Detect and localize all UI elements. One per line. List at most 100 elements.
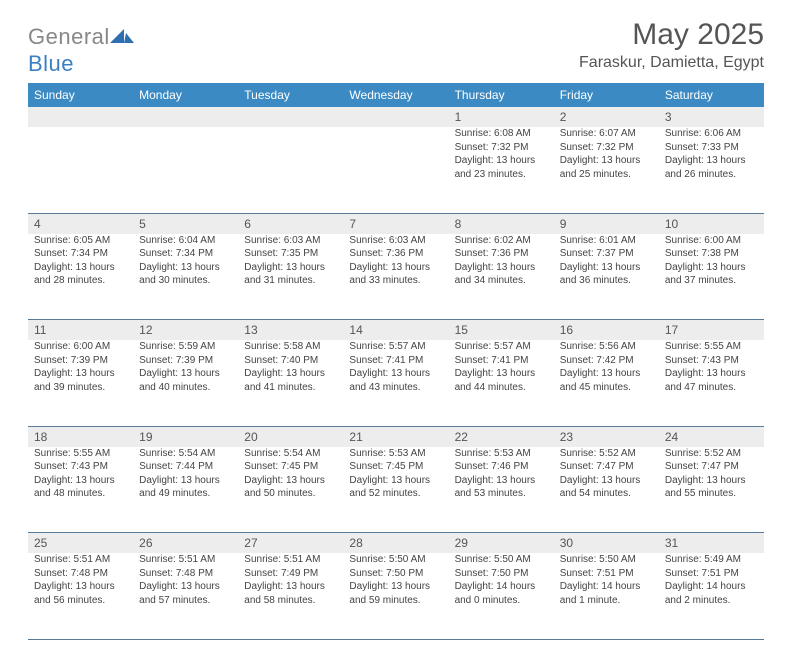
sunrise-text: Sunrise: 6:00 AM: [665, 234, 758, 248]
day-number-cell: 16: [554, 320, 659, 341]
sunset-text: Sunset: 7:34 PM: [139, 247, 232, 261]
sunrise-text: Sunrise: 5:56 AM: [560, 340, 653, 354]
sunrise-text: Sunrise: 5:57 AM: [455, 340, 548, 354]
sunset-text: Sunset: 7:39 PM: [34, 354, 127, 368]
sunset-text: Sunset: 7:42 PM: [560, 354, 653, 368]
day-detail-cell: Sunrise: 6:03 AMSunset: 7:35 PMDaylight:…: [238, 234, 343, 320]
sunset-text: Sunset: 7:49 PM: [244, 567, 337, 581]
day-detail-cell: Sunrise: 6:00 AMSunset: 7:38 PMDaylight:…: [659, 234, 764, 320]
day-number: 30: [560, 536, 653, 550]
day-detail-cell: Sunrise: 5:50 AMSunset: 7:50 PMDaylight:…: [449, 553, 554, 639]
daylight-text: Daylight: 13 hours and 31 minutes.: [244, 261, 337, 288]
sunset-text: Sunset: 7:45 PM: [244, 460, 337, 474]
day-detail-cell: [28, 127, 133, 213]
week-num-row: 25262728293031: [28, 533, 764, 554]
daylight-text: Daylight: 13 hours and 25 minutes.: [560, 154, 653, 181]
daylight-text: Daylight: 13 hours and 26 minutes.: [665, 154, 758, 181]
week-num-row: 18192021222324: [28, 426, 764, 447]
day-detail-cell: [343, 127, 448, 213]
daylight-text: Daylight: 13 hours and 44 minutes.: [455, 367, 548, 394]
day-number: 7: [349, 217, 442, 231]
day-detail-cell: Sunrise: 5:57 AMSunset: 7:41 PMDaylight:…: [449, 340, 554, 426]
sunrise-text: Sunrise: 5:50 AM: [455, 553, 548, 567]
day-number-cell: 15: [449, 320, 554, 341]
sunset-text: Sunset: 7:41 PM: [349, 354, 442, 368]
logo: GeneralBlue: [28, 18, 134, 77]
sunset-text: Sunset: 7:41 PM: [455, 354, 548, 368]
day-number-cell: 28: [343, 533, 448, 554]
day-number: 10: [665, 217, 758, 231]
title-block: May 2025 Faraskur, Damietta, Egypt: [579, 18, 764, 72]
day-number: 20: [244, 430, 337, 444]
day-detail-cell: Sunrise: 5:50 AMSunset: 7:51 PMDaylight:…: [554, 553, 659, 639]
day-number-cell: 13: [238, 320, 343, 341]
day-number-cell: 7: [343, 213, 448, 234]
sunrise-text: Sunrise: 6:07 AM: [560, 127, 653, 141]
sunrise-text: Sunrise: 5:49 AM: [665, 553, 758, 567]
day-detail-cell: Sunrise: 5:50 AMSunset: 7:50 PMDaylight:…: [343, 553, 448, 639]
day-number-cell: [343, 107, 448, 127]
daylight-text: Daylight: 13 hours and 49 minutes.: [139, 474, 232, 501]
day-number-cell: 11: [28, 320, 133, 341]
day-detail-cell: Sunrise: 5:55 AMSunset: 7:43 PMDaylight:…: [659, 340, 764, 426]
daylight-text: Daylight: 13 hours and 43 minutes.: [349, 367, 442, 394]
daylight-text: Daylight: 13 hours and 53 minutes.: [455, 474, 548, 501]
day-number-cell: [28, 107, 133, 127]
day-number-cell: 9: [554, 213, 659, 234]
day-number: 14: [349, 323, 442, 337]
day-number: 21: [349, 430, 442, 444]
sunset-text: Sunset: 7:35 PM: [244, 247, 337, 261]
day-number: 2: [560, 110, 653, 124]
sunrise-text: Sunrise: 6:03 AM: [244, 234, 337, 248]
day-number: 16: [560, 323, 653, 337]
sunrise-text: Sunrise: 6:01 AM: [560, 234, 653, 248]
daylight-text: Daylight: 13 hours and 40 minutes.: [139, 367, 232, 394]
day-detail-cell: Sunrise: 5:56 AMSunset: 7:42 PMDaylight:…: [554, 340, 659, 426]
day-header: Tuesday: [238, 83, 343, 107]
sunrise-text: Sunrise: 5:54 AM: [139, 447, 232, 461]
sunrise-text: Sunrise: 5:51 AM: [139, 553, 232, 567]
daylight-text: Daylight: 13 hours and 47 minutes.: [665, 367, 758, 394]
day-number-cell: 26: [133, 533, 238, 554]
sunrise-text: Sunrise: 5:55 AM: [665, 340, 758, 354]
day-number-cell: [133, 107, 238, 127]
calendar-body: 123Sunrise: 6:08 AMSunset: 7:32 PMDaylig…: [28, 107, 764, 639]
sunrise-text: Sunrise: 5:57 AM: [349, 340, 442, 354]
day-number: 11: [34, 323, 127, 337]
day-number: 31: [665, 536, 758, 550]
sunrise-text: Sunrise: 5:54 AM: [244, 447, 337, 461]
week-detail-row: Sunrise: 5:55 AMSunset: 7:43 PMDaylight:…: [28, 447, 764, 533]
daylight-text: Daylight: 13 hours and 56 minutes.: [34, 580, 127, 607]
day-detail-cell: Sunrise: 6:02 AMSunset: 7:36 PMDaylight:…: [449, 234, 554, 320]
sunset-text: Sunset: 7:46 PM: [455, 460, 548, 474]
sunrise-text: Sunrise: 5:50 AM: [560, 553, 653, 567]
day-number-cell: [238, 107, 343, 127]
day-number: 4: [34, 217, 127, 231]
sunrise-text: Sunrise: 6:08 AM: [455, 127, 548, 141]
day-number: 15: [455, 323, 548, 337]
sunrise-text: Sunrise: 5:58 AM: [244, 340, 337, 354]
daylight-text: Daylight: 13 hours and 36 minutes.: [560, 261, 653, 288]
sunset-text: Sunset: 7:36 PM: [455, 247, 548, 261]
week-detail-row: Sunrise: 5:51 AM Sunset: 7:48 PMDaylight:…: [28, 553, 764, 639]
day-number: 27: [244, 536, 337, 550]
day-number: 17: [665, 323, 758, 337]
day-header: Monday: [133, 83, 238, 107]
day-detail-cell: Sunrise: 6:01 AMSunset: 7:37 PMDaylight:…: [554, 234, 659, 320]
sunrise-text: Sunrise: 6:03 AM: [349, 234, 442, 248]
day-detail-cell: Sunrise: 6:03 AMSunset: 7:36 PMDaylight:…: [343, 234, 448, 320]
sunrise-text: Sunrise: 6:04 AM: [139, 234, 232, 248]
daylight-text: Daylight: 13 hours and 54 minutes.: [560, 474, 653, 501]
daylight-text: Daylight: 13 hours and 55 minutes.: [665, 474, 758, 501]
day-number: 6: [244, 217, 337, 231]
day-detail-cell: Sunrise: 6:05 AMSunset: 7:34 PMDaylight:…: [28, 234, 133, 320]
sunrise-text: Sunrise: 5:50 AM: [349, 553, 442, 567]
day-number: 8: [455, 217, 548, 231]
sunset-text: Sunset: 7:48 PM: [34, 567, 127, 581]
day-detail-cell: Sunrise: 5:59 AMSunset: 7:39 PMDaylight:…: [133, 340, 238, 426]
logo-word-1: General: [28, 24, 110, 49]
daylight-text: Daylight: 13 hours and 33 minutes.: [349, 261, 442, 288]
day-number-cell: 14: [343, 320, 448, 341]
sunset-text: Sunset: 7:43 PM: [665, 354, 758, 368]
day-header: Friday: [554, 83, 659, 107]
